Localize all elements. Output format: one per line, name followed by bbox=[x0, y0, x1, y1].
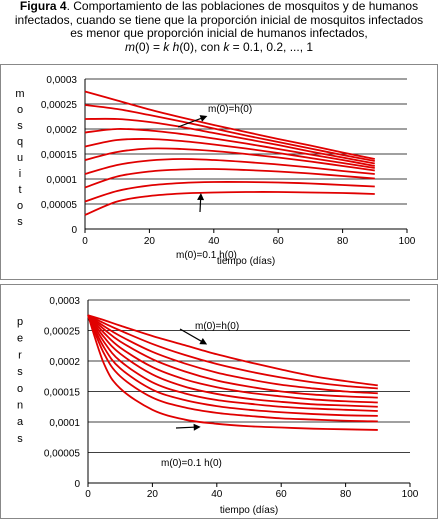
caption-k-symbol-2: k bbox=[223, 39, 230, 54]
caption-eq-part-2: (0), con bbox=[179, 39, 224, 54]
personas-ytick-label: 0,0002 bbox=[49, 357, 80, 368]
personas-xtick-label: 60 bbox=[276, 489, 288, 500]
personas-annotation-arrowhead bbox=[193, 423, 201, 431]
mosquitos-annotation-arrowhead bbox=[197, 193, 205, 201]
personas-series-line-4 bbox=[87, 314, 378, 399]
mosquitos-series-line-2 bbox=[84, 104, 375, 162]
mosquitos-annotation-label: m(0)=h(0) bbox=[208, 104, 252, 115]
personas-ytick-label: 0,0001 bbox=[49, 418, 80, 429]
personas-ytick-label: 0 bbox=[74, 479, 80, 490]
mosquitos-xtick-label: 80 bbox=[337, 236, 349, 247]
mosquitos-xtick-label: 0 bbox=[82, 236, 88, 247]
mosquitos-annotation-label: m(0)=0.1 h(0) bbox=[176, 250, 237, 261]
mosquitos-ytick-label: 0,0001 bbox=[46, 175, 77, 186]
personas-series-line-7 bbox=[87, 314, 378, 412]
personas-series-line-8 bbox=[87, 314, 378, 417]
personas-annotation-arrow bbox=[175, 426, 197, 429]
chart-personas: 0 0,00005 0,0001 0,00015 0,0002 0,00025 0,0003… bbox=[0, 284, 438, 519]
mosquitos-ytick-label: 0,0002 bbox=[46, 125, 77, 136]
caption-m-symbol: m bbox=[124, 39, 135, 54]
mosquitos-series-line-7 bbox=[84, 158, 375, 175]
personas-xaxis-label: tiempo (días) bbox=[220, 505, 278, 516]
mosquitos-xtick-label: 100 bbox=[399, 236, 416, 247]
mosquitos-series-line-8 bbox=[84, 168, 375, 189]
mosquitos-series-line-3 bbox=[84, 117, 375, 165]
personas-series-line-10 bbox=[87, 314, 378, 431]
caption-line-1: Figura 4. Comportamiento de las poblacio… bbox=[0, 0, 438, 14]
personas-xtick-label: 20 bbox=[147, 489, 159, 500]
personas-series-line-2 bbox=[87, 314, 378, 390]
personas-annotation-label: m(0)=0.1 h(0) bbox=[161, 458, 222, 469]
mosquitos-series-line-6 bbox=[84, 147, 375, 172]
mosquitos-series-line-4 bbox=[84, 128, 375, 167]
caption-line-4: m(0) = k h(0), con k = 0.1, 0.2, ..., 1 bbox=[0, 39, 438, 55]
mosquitos-xaxis-label: tiempo (días) bbox=[217, 256, 275, 267]
personas-xtick-label: 0 bbox=[85, 489, 91, 500]
caption-eq-part-3: = 0.1, 0.2, ..., 1 bbox=[229, 39, 314, 54]
figure-label: Figura 4 bbox=[19, 0, 67, 13]
mosquitos-xtick-label: 40 bbox=[208, 236, 220, 247]
mosquitos-ytick-label: 0 bbox=[71, 225, 77, 236]
figure-caption: Figura 4. Comportamiento de las poblacio… bbox=[0, 0, 438, 54]
mosquitos-annotation-arrowhead bbox=[199, 115, 208, 122]
personas-annotation-label: m(0)=h(0) bbox=[195, 321, 239, 332]
caption-line-2: infectados, cuando se tiene que la propo… bbox=[14, 12, 424, 27]
mosquitos-series-line-9 bbox=[84, 181, 375, 203]
personas-series-line-9 bbox=[87, 314, 378, 423]
mosquitos-ytick-label: 0,0003 bbox=[46, 75, 77, 86]
mosquitos-series-line-5 bbox=[84, 138, 375, 169]
mosquitos-ytick-label: 0,00015 bbox=[41, 150, 78, 161]
personas-series-line-1 bbox=[87, 314, 378, 387]
personas-ytick-label: 0,00025 bbox=[44, 327, 81, 338]
mosquitos-series-line-10 bbox=[84, 191, 375, 216]
personas-ytick-label: 0,00005 bbox=[44, 449, 81, 460]
personas-annotation-arrow bbox=[179, 328, 204, 344]
mosquitos-series-line-1 bbox=[84, 90, 375, 160]
mosquitos-xtick-label: 20 bbox=[144, 236, 156, 247]
caption-line-3: es menor que proporción inicial de human… bbox=[70, 26, 368, 40]
personas-ytick-label: 0,0003 bbox=[49, 296, 80, 307]
personas-annotation-arrowhead bbox=[199, 338, 208, 345]
personas-xtick-label: 40 bbox=[211, 489, 223, 500]
personas-series-line-5 bbox=[87, 314, 378, 404]
caption-k-symbol-1: k bbox=[163, 39, 170, 54]
mosquitos-ytick-label: 0,00005 bbox=[41, 200, 78, 211]
caption-h-symbol: h bbox=[172, 39, 180, 54]
mosquitos-annotation-arrow bbox=[177, 116, 204, 128]
mosquitos-xtick-label: 60 bbox=[273, 236, 285, 247]
personas-ytick-label: 0,00015 bbox=[44, 388, 81, 399]
chart-mosquitos: 0 0,00005 0,0001 0,00015 0,0002 0,00025 0,0003… bbox=[0, 64, 438, 280]
mosquitos-ytick-label: 0,00025 bbox=[41, 100, 78, 111]
caption-eq-part-1: (0) = bbox=[134, 39, 164, 54]
personas-xtick-label: 80 bbox=[340, 489, 352, 500]
personas-series-line-3 bbox=[87, 314, 378, 395]
mosquitos-frame bbox=[0, 64, 438, 280]
personas-xtick-label: 100 bbox=[402, 489, 419, 500]
personas-series-line-6 bbox=[87, 314, 378, 408]
caption-line-1-text: . Comportamiento de las poblaciones de m… bbox=[66, 0, 419, 13]
